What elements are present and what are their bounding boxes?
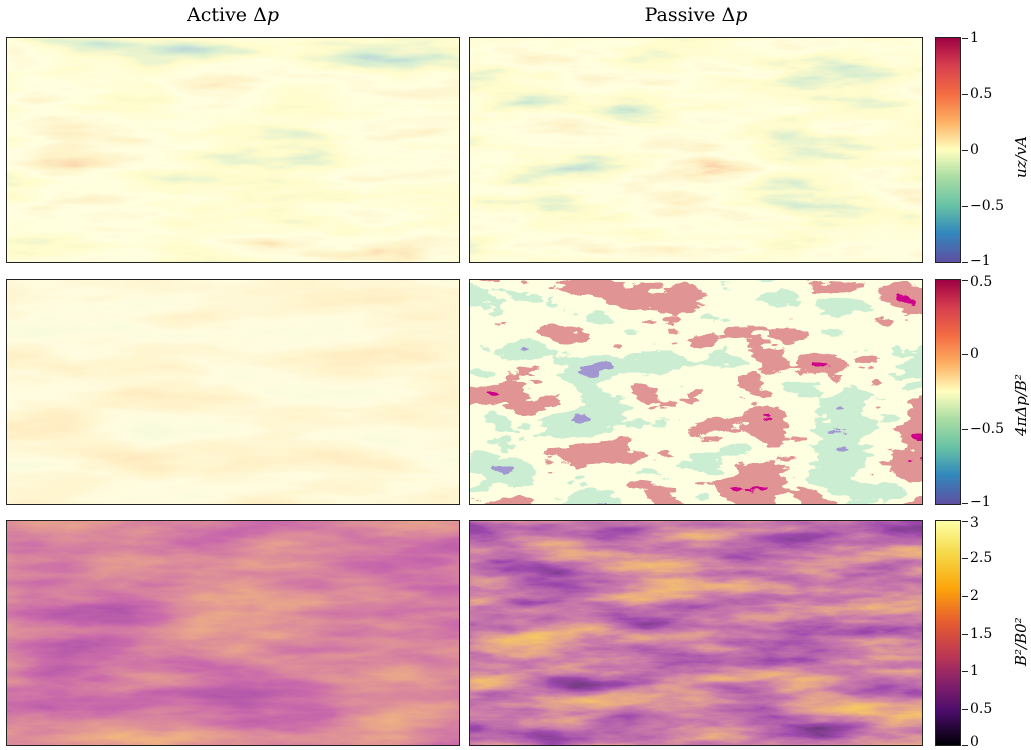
- colorbar-tick-label: 0: [970, 142, 979, 158]
- column-title-passive: Passive Δp: [644, 4, 748, 26]
- colorbar-tick-label: 2.5: [970, 550, 993, 566]
- colorbar-tick: [962, 521, 968, 522]
- colorbar-tick: [962, 354, 968, 355]
- colorbar-tick-label: 0: [970, 346, 979, 362]
- colorbar-tick-label: 0: [970, 734, 979, 750]
- panel-passive-uz: [469, 37, 923, 263]
- colorbar-tick-label: 3: [970, 515, 979, 531]
- panel-passive-dp: [469, 279, 923, 505]
- colorbar-tick-label: 1.5: [970, 626, 993, 642]
- panel-active-dp: [6, 279, 460, 505]
- colorbar-tick-label: −0.5: [970, 421, 1004, 437]
- colorbar-tick: [962, 262, 968, 263]
- colorbar-tick-label: 1: [970, 663, 979, 679]
- colorbar-tick-label: 0.5: [970, 274, 993, 290]
- colorbar-tick: [962, 94, 968, 95]
- colorbar-tick: [962, 709, 968, 710]
- colorbar-tick: [962, 671, 968, 672]
- colorbar-tick: [962, 558, 968, 559]
- column-title-active: Active Δp: [187, 4, 279, 26]
- colorbar-tick: [962, 206, 968, 207]
- colorbar-tick: [962, 429, 968, 430]
- colorbar-uz: [935, 37, 961, 263]
- panel-active-b2: [6, 520, 460, 746]
- colorbar-label-dp: 4πΔp/B²: [1012, 374, 1030, 436]
- colorbar-tick: [962, 503, 968, 504]
- colorbar-tick-label: 0.5: [970, 86, 993, 102]
- colorbar-tick-label: 0.5: [970, 701, 993, 717]
- panel-passive-b2: [469, 520, 923, 746]
- colorbar-tick: [962, 38, 968, 39]
- colorbar-tick: [962, 745, 968, 746]
- colorbar-tick: [962, 280, 968, 281]
- colorbar-dp: [935, 279, 961, 505]
- colorbar-tick: [962, 596, 968, 597]
- colorbar-tick-label: −1: [970, 253, 991, 269]
- colorbar-tick-label: 1: [970, 30, 979, 46]
- colorbar-label-uz: uz/vA: [1012, 136, 1030, 178]
- colorbar-tick-label: −1: [970, 494, 991, 510]
- colorbar-tick-label: 2: [970, 588, 979, 604]
- panel-active-uz: [6, 37, 460, 263]
- colorbar-tick: [962, 150, 968, 151]
- colorbar-tick-label: −0.5: [970, 198, 1004, 214]
- colorbar-b2: [935, 520, 961, 746]
- colorbar-label-b2: B²/B0²: [1012, 617, 1030, 666]
- colorbar-tick: [962, 634, 968, 635]
